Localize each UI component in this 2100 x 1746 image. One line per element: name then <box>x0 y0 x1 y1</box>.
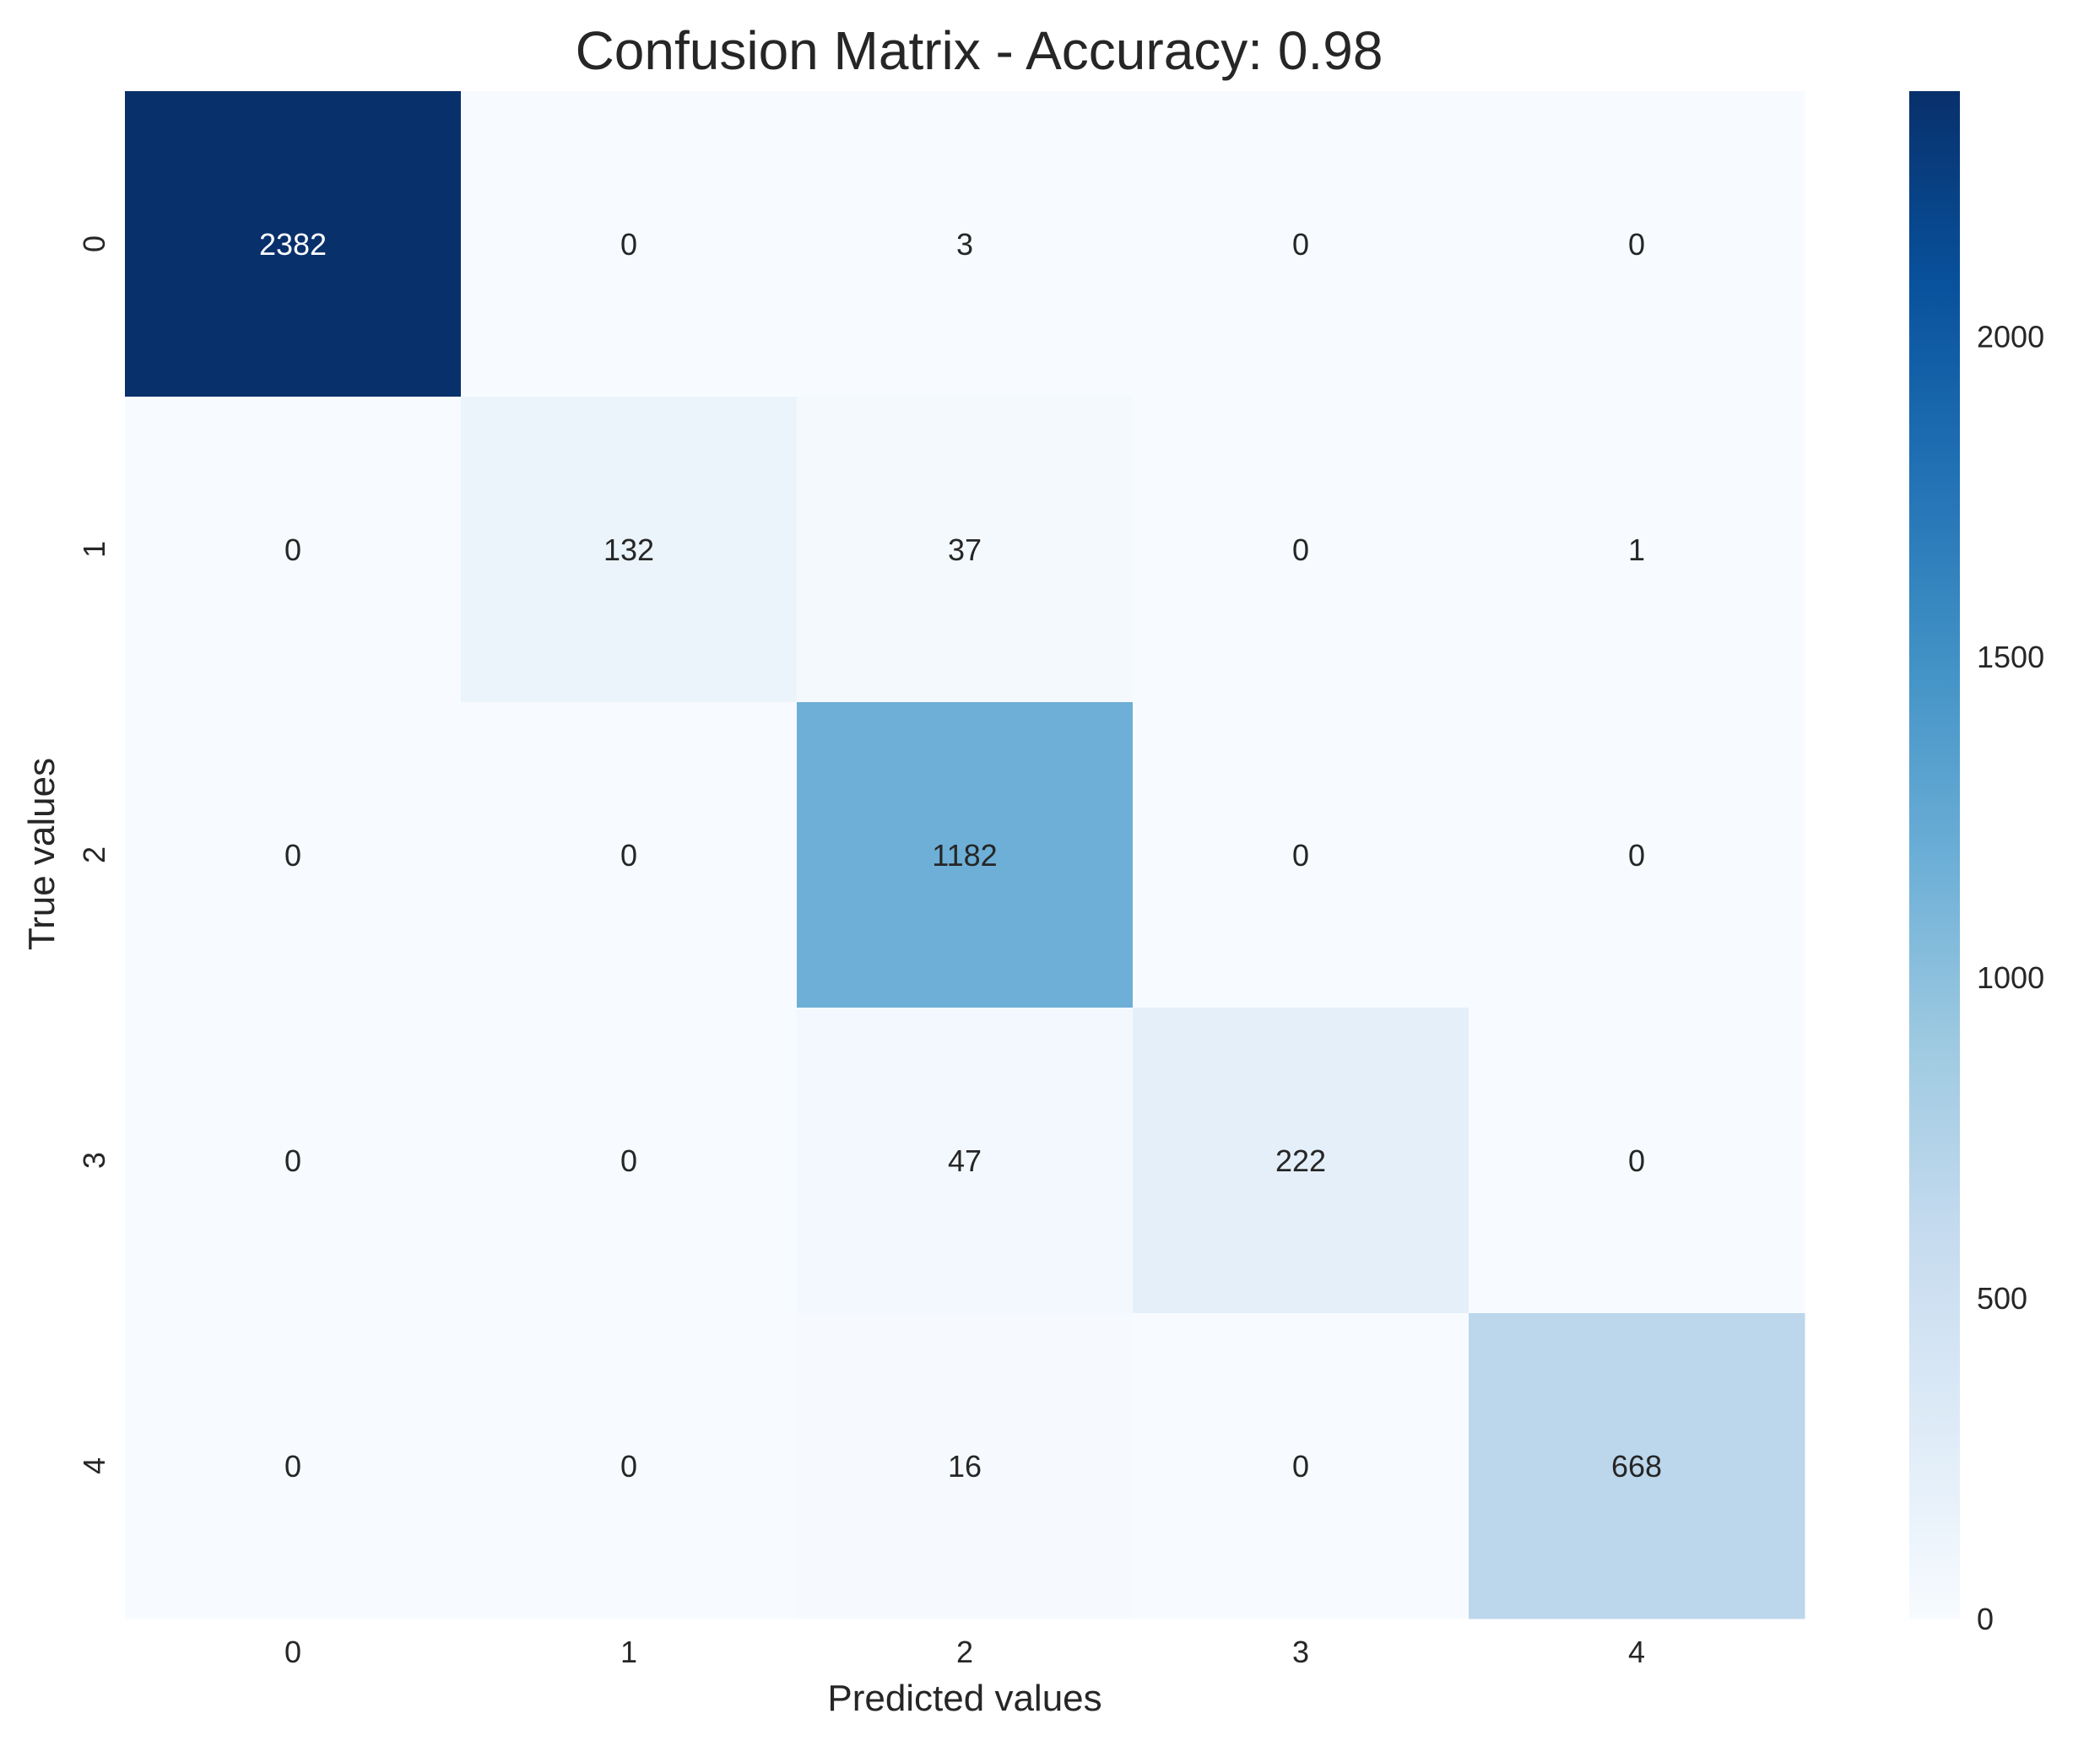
cell-label-0-0: 2382 <box>259 227 327 262</box>
heatmap-cell-0-3 <box>1133 91 1469 397</box>
cell-label-4-1: 0 <box>620 1449 637 1484</box>
y-tick-label-1: 1 <box>77 541 111 558</box>
y-tick-label-3: 3 <box>77 1152 111 1169</box>
y-tick-label-2: 2 <box>77 846 111 863</box>
heatmap-cell-1-2 <box>797 397 1134 703</box>
y-tick-label-4: 4 <box>77 1457 111 1474</box>
heatmap-cell-0-1 <box>461 91 798 397</box>
heatmap-cell-2-1 <box>461 702 798 1008</box>
cell-label-3-2: 47 <box>948 1143 982 1178</box>
heatmap-cell-4-1 <box>461 1313 798 1619</box>
chart-title: Confusion Matrix - Accuracy: 0.98 <box>576 20 1383 81</box>
heatmap-cell-2-4 <box>1469 702 1805 1008</box>
colorbar-tick-label-3: 1500 <box>1977 640 2044 674</box>
y-axis-label: True values <box>21 758 62 950</box>
cell-label-3-0: 0 <box>284 1143 301 1178</box>
x-tick-label-4: 4 <box>1628 1635 1645 1669</box>
cell-label-1-2: 37 <box>948 532 982 567</box>
cell-label-4-0: 0 <box>284 1449 301 1484</box>
cell-label-0-3: 0 <box>1292 227 1309 262</box>
colorbar-tick-label-1: 500 <box>1977 1281 2027 1316</box>
cell-label-0-2: 3 <box>956 227 973 262</box>
heatmap-cell-1-4 <box>1469 397 1805 703</box>
y-tick-label-0: 0 <box>77 235 111 252</box>
cell-label-1-1: 132 <box>603 532 654 567</box>
heatmap-cell-2-3 <box>1133 702 1469 1008</box>
x-tick-label-1: 1 <box>620 1635 637 1669</box>
cell-labels: 2382 0 3 0 0 0 132 37 0 1 0 0 1182 0 0 0 0 47 222 0 0 0 16 0 668 <box>259 227 1662 1484</box>
colorbar <box>1909 91 1960 1619</box>
cell-label-3-3: 222 <box>1275 1143 1326 1178</box>
heatmap-cell-3-4 <box>1469 1008 1805 1314</box>
cell-label-0-4: 0 <box>1628 227 1645 262</box>
colorbar-tick-label-0: 0 <box>1977 1602 1994 1636</box>
x-tick-label-3: 3 <box>1292 1635 1309 1669</box>
heatmap-cell-2-2 <box>797 702 1134 1008</box>
heatmap-cell-4-4 <box>1469 1313 1805 1619</box>
x-axis-ticks: 0 1 2 3 4 <box>284 1635 1645 1669</box>
x-tick-label-0: 0 <box>284 1635 301 1669</box>
heatmap-cell-3-1 <box>461 1008 798 1314</box>
cell-label-3-1: 0 <box>620 1143 637 1178</box>
x-tick-label-2: 2 <box>956 1635 973 1669</box>
heatmap-cells <box>125 91 1805 1619</box>
cell-label-3-4: 0 <box>1628 1143 1645 1178</box>
cell-label-4-4: 668 <box>1611 1449 1662 1484</box>
colorbar-tick-label-4: 2000 <box>1977 319 2044 354</box>
colorbar-tick-label-2: 1000 <box>1977 960 2044 995</box>
x-axis-label: Predicted values <box>827 1678 1101 1719</box>
cell-label-2-0: 0 <box>284 838 301 873</box>
heatmap-cell-1-1 <box>461 397 798 703</box>
heatmap-cell-0-0 <box>125 91 462 397</box>
heatmap-cell-4-0 <box>125 1313 462 1619</box>
heatmap-cell-3-2 <box>797 1008 1134 1314</box>
heatmap-cell-2-0 <box>125 702 462 1008</box>
cell-label-0-1: 0 <box>620 227 637 262</box>
heatmap-cell-1-3 <box>1133 397 1469 703</box>
heatmap-cell-0-4 <box>1469 91 1805 397</box>
heatmap-cell-4-3 <box>1133 1313 1469 1619</box>
cell-label-1-0: 0 <box>284 532 301 567</box>
heatmap-cell-4-2 <box>797 1313 1134 1619</box>
cell-label-2-4: 0 <box>1628 838 1645 873</box>
y-axis-ticks: 0 1 2 3 4 <box>77 235 111 1474</box>
heatmap-cell-3-0 <box>125 1008 462 1314</box>
cell-label-1-3: 0 <box>1292 532 1309 567</box>
cell-label-2-3: 0 <box>1292 838 1309 873</box>
cell-label-2-2: 1182 <box>932 838 997 873</box>
colorbar-ticks: 0 500 1000 1500 2000 <box>1977 319 2044 1636</box>
cell-label-2-1: 0 <box>620 838 637 873</box>
heatmap-cell-0-2 <box>797 91 1134 397</box>
heatmap-cell-1-0 <box>125 397 462 703</box>
heatmap-cell-3-3 <box>1133 1008 1469 1314</box>
cell-label-1-4: 1 <box>1628 532 1645 567</box>
cell-label-4-2: 16 <box>948 1449 982 1484</box>
cell-label-4-3: 0 <box>1292 1449 1309 1484</box>
